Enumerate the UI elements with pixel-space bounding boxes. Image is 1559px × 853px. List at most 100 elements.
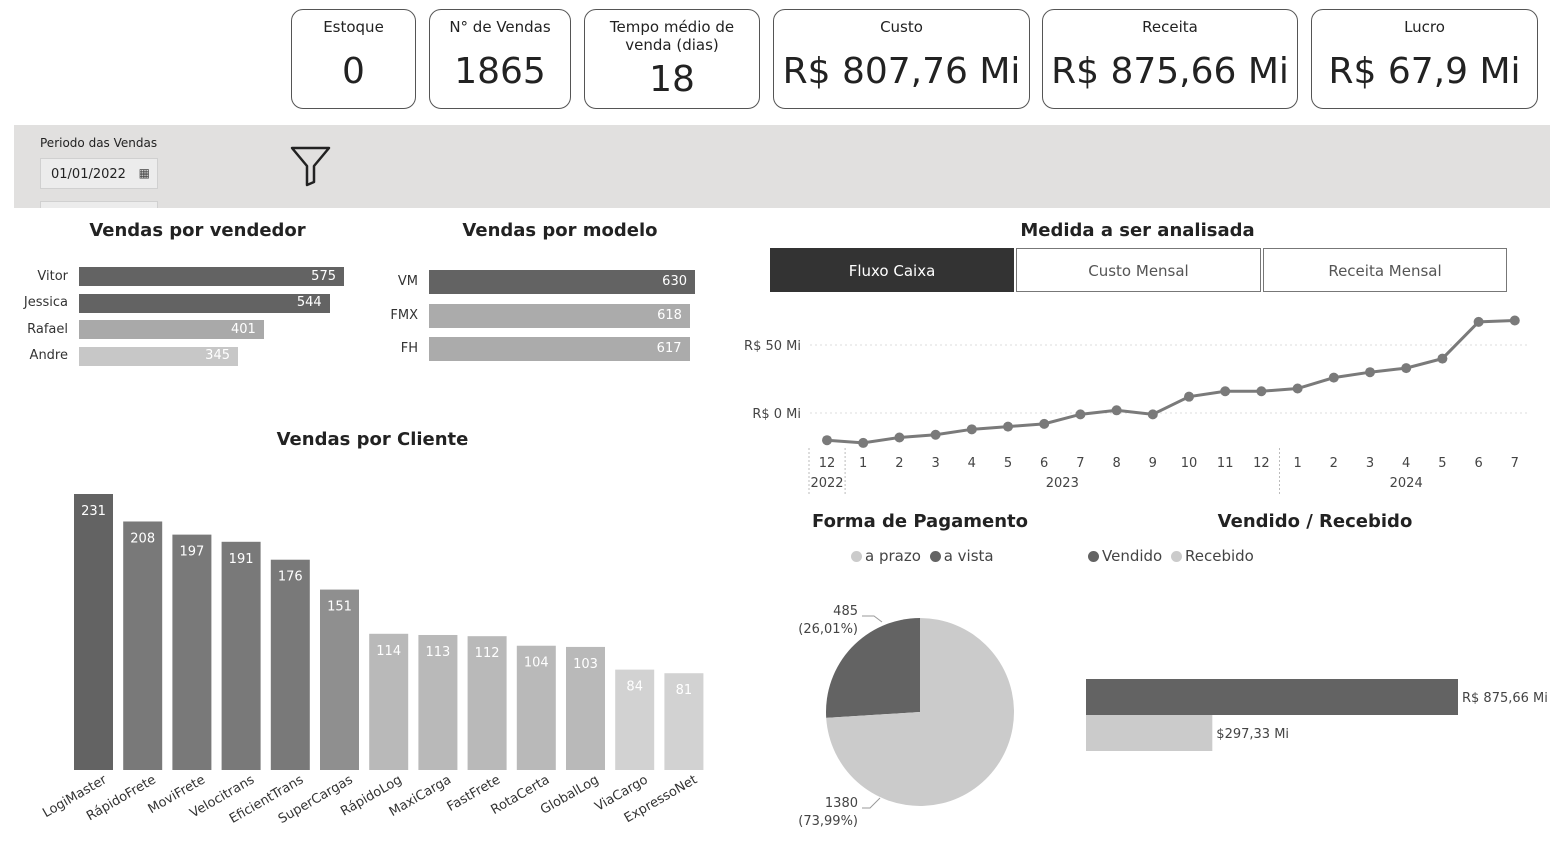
x-tick-label: 5 bbox=[1004, 456, 1012, 471]
x-tick-label: 7 bbox=[1511, 456, 1519, 471]
x-tick-label: 4 bbox=[968, 456, 976, 471]
cliente-bar bbox=[516, 645, 556, 770]
vendedor-value: 401 bbox=[230, 321, 256, 337]
cliente-bar bbox=[123, 521, 163, 770]
pie-leader-line bbox=[862, 615, 883, 623]
cliente-bar-value: 208 bbox=[130, 531, 155, 546]
legend-dot-icon bbox=[1088, 551, 1099, 562]
kpi-receita-label: Receita bbox=[1142, 18, 1198, 36]
x-tick-label: 12 bbox=[1253, 456, 1270, 471]
legend-dot-icon bbox=[929, 551, 941, 562]
kpi-receita-value: R$ 875,66 Mi bbox=[1051, 51, 1289, 92]
calendar-icon[interactable]: ▦ bbox=[138, 166, 150, 180]
vendedor-bar[interactable]: 544 bbox=[79, 293, 330, 313]
fluxo-point bbox=[930, 429, 941, 440]
cliente-bar-value: 81 bbox=[676, 683, 693, 698]
vendido-title: Vendido / Recebido bbox=[1217, 511, 1413, 532]
pie-label-pct: (26,01%) bbox=[798, 622, 858, 637]
cliente-chart: 231LogiMaster208RápidoFrete197MoviFrete1… bbox=[40, 494, 704, 827]
x-tick-label: 3 bbox=[1366, 456, 1374, 471]
modelo-label: VM bbox=[397, 274, 418, 289]
fluxo-point bbox=[1328, 372, 1339, 383]
y-tick-label: R$ 50 Mi bbox=[744, 339, 801, 354]
legend-dot-icon bbox=[851, 551, 862, 562]
cliente-bar-value: 113 bbox=[425, 645, 450, 660]
fluxo-point bbox=[1184, 391, 1194, 402]
modelo-value: 618 bbox=[657, 307, 682, 323]
fluxo-line bbox=[826, 319, 1515, 445]
x-tick-label: 6 bbox=[1040, 456, 1048, 471]
cliente-bar bbox=[369, 633, 409, 770]
year-label: 2023 bbox=[1046, 476, 1079, 491]
vendido-legend: Vendido Recebido bbox=[1088, 547, 1254, 565]
pie-label-value: 1380 bbox=[825, 796, 858, 811]
kpi-estoque: Estoque 0 bbox=[291, 9, 416, 109]
x-tick-label: 12 bbox=[819, 456, 836, 471]
modelo-bar[interactable]: 618 bbox=[429, 303, 690, 328]
vr-bar bbox=[1086, 715, 1213, 751]
modelo-title: Vendas por modelo bbox=[462, 220, 658, 241]
modelo-bar[interactable]: 630 bbox=[429, 270, 695, 294]
fluxo-point bbox=[1075, 409, 1086, 420]
cliente-bar bbox=[172, 534, 212, 770]
y-tick-label: R$ 0 Mi bbox=[752, 407, 801, 422]
cliente-bar-value: 231 bbox=[81, 504, 106, 519]
cliente-bar-value: 197 bbox=[179, 545, 204, 560]
kpi-lucro-label: Lucro bbox=[1404, 18, 1445, 36]
cliente-bar-value: 103 bbox=[573, 657, 598, 672]
cliente-bar-value: 114 bbox=[376, 644, 401, 659]
cliente-bar bbox=[418, 634, 458, 770]
pagamento-legend: a prazo a vista bbox=[851, 547, 994, 565]
modelo-bar[interactable]: 617 bbox=[429, 337, 690, 361]
pagamento-pie-chart: 485 (26,01%) 1380 (73,99%) bbox=[798, 604, 1014, 829]
cliente-bar-value: 112 bbox=[475, 646, 500, 661]
vendedor-title: Vendas por vendedor bbox=[89, 220, 306, 241]
pie-slice-a-vista bbox=[826, 618, 920, 718]
cliente-bar bbox=[467, 636, 507, 770]
receita-mensal-button[interactable]: Receita Mensal bbox=[1263, 248, 1507, 292]
fluxo-point bbox=[1401, 363, 1412, 374]
fluxo-point bbox=[966, 424, 977, 435]
cliente-bar bbox=[615, 669, 655, 770]
fluxo-point bbox=[1147, 409, 1158, 420]
vr-bar-label: $297,33 Mi bbox=[1216, 727, 1289, 742]
cliente-title: Vendas por Cliente bbox=[276, 429, 469, 450]
fluxo-point bbox=[1256, 386, 1267, 397]
vendedor-bar[interactable]: 345 bbox=[79, 346, 238, 366]
kpi-vendas-label: N° de Vendas bbox=[449, 18, 551, 36]
x-tick-label: 5 bbox=[1438, 456, 1446, 471]
vendedor-label: Jessica bbox=[23, 295, 68, 310]
cliente-bar bbox=[221, 541, 261, 770]
kpi-estoque-label: Estoque bbox=[323, 18, 384, 36]
x-tick-label: 1 bbox=[1293, 456, 1301, 471]
kpi-receita: Receita R$ 875,66 Mi bbox=[1042, 9, 1298, 109]
vr-bar-label: R$ 875,66 Mi bbox=[1462, 691, 1548, 706]
filter-icon[interactable] bbox=[290, 145, 332, 187]
vendedor-label: Rafael bbox=[27, 321, 68, 337]
pie-leader-line bbox=[862, 797, 881, 809]
pie-slice-a-prazo bbox=[826, 618, 1014, 806]
fluxo-point bbox=[1220, 386, 1231, 397]
x-tick-label: 1 bbox=[859, 456, 867, 471]
fluxo-point bbox=[1039, 418, 1050, 429]
vendedor-value: 544 bbox=[296, 295, 322, 310]
vendedor-bar[interactable]: 401 bbox=[79, 320, 264, 339]
start-date-value: 01/01/2022 bbox=[51, 167, 126, 182]
fluxo-caixa-button[interactable]: Fluxo Caixa bbox=[770, 248, 1014, 292]
start-date-input[interactable]: 01/01/2022 ▦ bbox=[40, 158, 158, 189]
x-tick-label: 3 bbox=[931, 456, 939, 471]
cliente-bar-value: 84 bbox=[626, 680, 643, 695]
pie-label-pct: (73,99%) bbox=[798, 814, 858, 829]
vendedor-bar[interactable]: 575 bbox=[79, 267, 344, 286]
x-tick-label: 2 bbox=[1330, 456, 1338, 471]
x-tick-label: 7 bbox=[1076, 456, 1084, 471]
cliente-bar-value: 176 bbox=[278, 570, 303, 585]
vendedor-value: 345 bbox=[205, 348, 230, 363]
kpi-tempo-value: 18 bbox=[649, 59, 695, 100]
custo-mensal-button[interactable]: Custo Mensal bbox=[1016, 248, 1261, 292]
cliente-bar bbox=[664, 673, 704, 770]
end-date-input[interactable] bbox=[40, 201, 158, 208]
x-tick-label: 10 bbox=[1181, 456, 1198, 471]
fluxo-point bbox=[894, 432, 905, 443]
